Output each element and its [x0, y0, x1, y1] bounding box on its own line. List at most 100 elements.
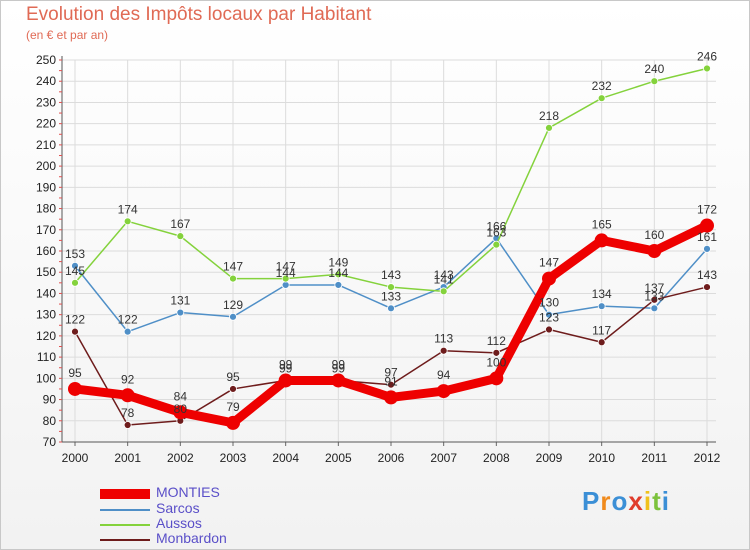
data-point-monbardon [545, 325, 553, 334]
data-point-monties [68, 381, 82, 396]
data-label-sarcos: 134 [592, 287, 612, 301]
chart-title: Evolution des Impôts locaux par Habitant [26, 4, 372, 25]
x-tick-label: 2011 [641, 451, 667, 465]
data-point-sarcos [387, 304, 395, 313]
x-tick-label: 2009 [536, 451, 563, 465]
x-tick-label: 2000 [62, 451, 89, 465]
logo-letter: r [600, 486, 612, 516]
legend-label-monbardon: Monbardon [156, 530, 227, 546]
data-label-monties: 99 [332, 357, 346, 371]
data-label-monbardon: 117 [592, 323, 611, 337]
data-point-sarcos [123, 327, 132, 336]
y-tick-label: 170 [36, 223, 56, 237]
data-label-monties: 95 [68, 366, 82, 380]
legend-swatch-monties [100, 489, 150, 499]
data-label-sarcos: 130 [539, 296, 559, 310]
data-label-aussos: 218 [539, 109, 559, 123]
data-label-monties: 94 [437, 368, 451, 382]
data-label-monbardon: 143 [697, 268, 717, 282]
y-tick-label: 130 [36, 308, 56, 322]
data-label-aussos: 141 [434, 272, 454, 286]
data-point-monties [278, 373, 293, 388]
data-label-monties: 99 [279, 357, 293, 371]
data-point-sarcos [545, 310, 553, 319]
logo-letter: x [628, 486, 644, 516]
y-tick-label: 70 [43, 435, 57, 449]
data-label-monties: 172 [697, 203, 717, 217]
data-point-aussos [545, 124, 553, 132]
data-label-aussos: 246 [697, 49, 717, 63]
x-tick-label: 2010 [588, 451, 615, 465]
data-point-monties [594, 233, 609, 248]
data-point-aussos [492, 240, 501, 249]
data-point-aussos [176, 232, 185, 241]
data-label-aussos: 147 [223, 260, 243, 274]
data-label-monbardon: 99 [332, 361, 346, 375]
data-label-monbardon: 78 [121, 406, 135, 420]
data-label-monties: 79 [226, 400, 240, 414]
x-tick-label: 2006 [378, 451, 405, 465]
x-tick-label: 2007 [430, 451, 457, 465]
data-label-aussos: 143 [381, 268, 401, 282]
data-point-monties [120, 388, 135, 403]
data-label-monties: 165 [592, 217, 612, 231]
data-point-aussos [334, 270, 343, 279]
data-point-monties [173, 405, 188, 420]
y-tick-label: 110 [37, 350, 56, 364]
data-point-aussos [281, 274, 290, 283]
data-point-monties [700, 218, 714, 233]
y-tick-label: 150 [36, 265, 56, 279]
data-label-monties: 92 [121, 372, 135, 386]
legend-label-sarcos: Sarcos [156, 500, 200, 516]
x-tick-label: 2004 [272, 451, 299, 465]
logo-letter: t [652, 486, 662, 516]
data-label-monbardon: 112 [487, 334, 506, 348]
logo-letter: P [582, 486, 601, 516]
data-label-sarcos: 166 [486, 219, 506, 233]
data-label-sarcos: 144 [328, 266, 348, 280]
logo-letter: o [611, 486, 629, 516]
data-point-monbardon [650, 295, 659, 304]
data-point-sarcos [703, 244, 711, 253]
data-point-sarcos [176, 308, 185, 317]
data-label-monbardon: 123 [539, 311, 559, 325]
data-label-sarcos: 161 [697, 230, 717, 244]
data-label-aussos: 163 [486, 226, 506, 240]
data-label-sarcos: 143 [434, 268, 454, 282]
data-point-monbardon [387, 380, 395, 389]
data-point-monties [436, 384, 451, 399]
data-point-aussos [387, 283, 395, 291]
x-tick-label: 2005 [325, 451, 352, 465]
data-point-aussos [71, 278, 79, 287]
data-point-sarcos [229, 312, 237, 321]
data-label-monties: 147 [539, 256, 559, 270]
y-tick-label: 230 [36, 95, 56, 109]
data-label-monties: 91 [384, 374, 398, 388]
data-label-monbardon: 95 [226, 370, 240, 384]
x-tick-label: 2008 [483, 451, 510, 465]
data-label-sarcos: 131 [170, 294, 190, 308]
data-point-monties [226, 415, 240, 430]
data-point-sarcos [334, 281, 343, 289]
proxiti-logo: Proxiti [582, 486, 670, 517]
y-tick-label: 100 [36, 371, 56, 385]
data-label-monties: 100 [486, 355, 506, 369]
data-point-aussos [123, 217, 132, 226]
y-tick-label: 200 [36, 159, 56, 173]
data-point-monties [489, 371, 504, 386]
data-label-aussos: 240 [644, 62, 664, 76]
data-point-aussos [650, 77, 659, 86]
x-tick-label: 2003 [220, 451, 247, 465]
chart-subtitle: (en € et par an) [26, 28, 109, 42]
data-point-aussos [703, 64, 711, 73]
y-tick-label: 180 [36, 202, 56, 216]
data-point-monbardon [229, 385, 237, 393]
data-label-aussos: 174 [118, 202, 138, 216]
data-label-aussos: 147 [276, 260, 296, 274]
data-label-sarcos: 133 [644, 289, 664, 303]
data-point-aussos [597, 94, 606, 103]
x-tick-label: 2001 [114, 451, 141, 465]
data-point-aussos [439, 287, 448, 296]
y-tick-label: 220 [36, 117, 56, 131]
